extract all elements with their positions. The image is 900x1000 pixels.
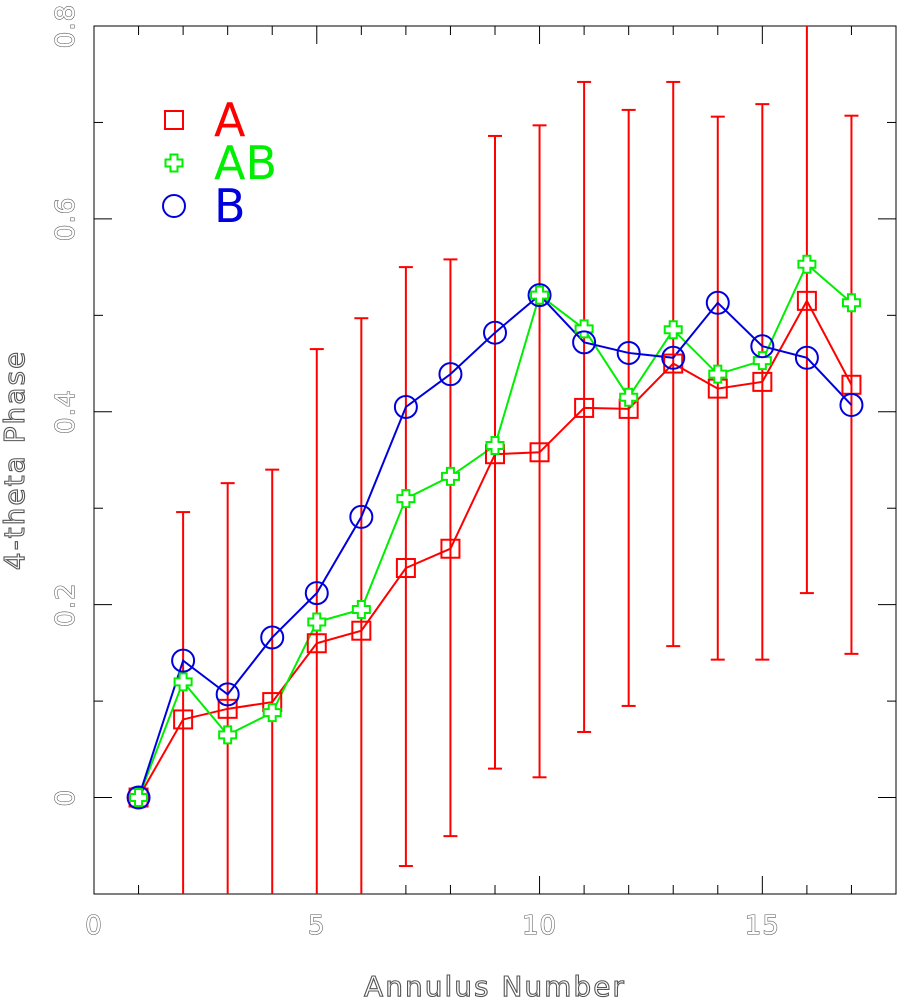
- series-marker-b: [616, 340, 641, 365]
- series-marker-ab: [173, 672, 193, 692]
- series-marker-a: [351, 620, 372, 641]
- legend-label-b: B: [214, 179, 246, 233]
- series-marker-b: [839, 393, 864, 418]
- series-marker-a: [395, 558, 416, 579]
- series-marker-b: [349, 504, 374, 529]
- series-marker-ab: [485, 436, 505, 456]
- legend-marker-b: [162, 194, 186, 218]
- series-marker-b: [527, 283, 552, 308]
- series-marker-b: [705, 290, 730, 315]
- series-marker-a: [574, 397, 595, 418]
- series-marker-b: [572, 330, 597, 355]
- series-marker-b: [661, 345, 686, 370]
- x-tick-label: 10: [522, 911, 557, 941]
- series-marker-ab: [351, 599, 371, 619]
- y-tick-label: 0.8: [51, 4, 81, 48]
- series-marker-ab: [797, 254, 817, 274]
- series-marker-b: [438, 362, 463, 387]
- x-tick-label: 0: [85, 911, 103, 941]
- error-bars: [131, 26, 859, 894]
- series-marker-b: [260, 625, 285, 650]
- series-line-b: [137, 293, 853, 798]
- series-marker-b: [215, 682, 240, 707]
- series-marker-ab: [307, 612, 327, 632]
- y-axis-title: 4-theta Phase: [0, 350, 31, 571]
- series-markers: [126, 254, 864, 810]
- x-tick-labels: 0 5 10 15: [85, 910, 780, 941]
- series-marker-ab: [841, 293, 861, 313]
- series-marker-ab: [708, 364, 728, 384]
- series-marker-a: [752, 371, 773, 392]
- series-marker-a: [173, 709, 194, 730]
- series-marker-a: [440, 538, 461, 559]
- series-marker-a: [217, 698, 238, 719]
- series-marker-ab: [129, 788, 149, 808]
- series-marker-b: [126, 785, 151, 810]
- legend-marker-a: [164, 110, 184, 130]
- series-marker-ab: [262, 703, 282, 723]
- series-marker-ab: [218, 725, 238, 745]
- series-marker-b: [304, 581, 329, 606]
- series-marker-ab: [396, 489, 416, 509]
- series-marker-b: [794, 345, 819, 370]
- y-tick-label: 0.2: [51, 582, 81, 626]
- y-tick-label: 0: [51, 789, 81, 807]
- legend-marker-ab: [164, 153, 184, 173]
- series-marker-ab: [440, 466, 460, 486]
- series-marker-b: [171, 648, 196, 673]
- series-marker-ab: [619, 387, 639, 407]
- series-marker-a: [529, 442, 550, 463]
- series-marker-ab: [663, 320, 683, 340]
- y-tick-label: 0.4: [51, 390, 81, 434]
- series-marker-ab: [574, 319, 594, 339]
- y-tick-labels: 0 0.2 0.4 0.6 0.8: [50, 3, 81, 807]
- legend-label-a: A: [214, 93, 246, 147]
- series-marker-a: [663, 353, 684, 374]
- series-marker-a: [796, 290, 817, 311]
- x-tick-label: 15: [745, 911, 780, 941]
- series-marker-b: [393, 394, 418, 419]
- series-marker-b: [483, 320, 507, 345]
- series-marker-ab: [530, 285, 550, 305]
- series-marker-a: [306, 633, 327, 654]
- y-tick-label: 0.6: [51, 197, 81, 241]
- x-axis-title: Annulus Number: [364, 970, 626, 1000]
- legend-label-ab: AB: [214, 136, 277, 190]
- series-marker-b: [750, 334, 775, 359]
- series-marker-a: [841, 374, 862, 395]
- x-tick-label: 5: [308, 911, 326, 941]
